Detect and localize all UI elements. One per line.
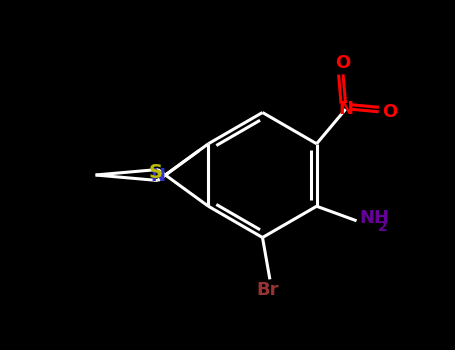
Text: 2: 2 [378,220,388,234]
Text: N: N [150,168,165,186]
Text: N: N [338,100,353,118]
Text: S: S [148,162,162,182]
Text: O: O [335,54,351,72]
Text: O: O [383,103,398,121]
Text: NH: NH [359,209,389,227]
Text: Br: Br [256,281,278,299]
